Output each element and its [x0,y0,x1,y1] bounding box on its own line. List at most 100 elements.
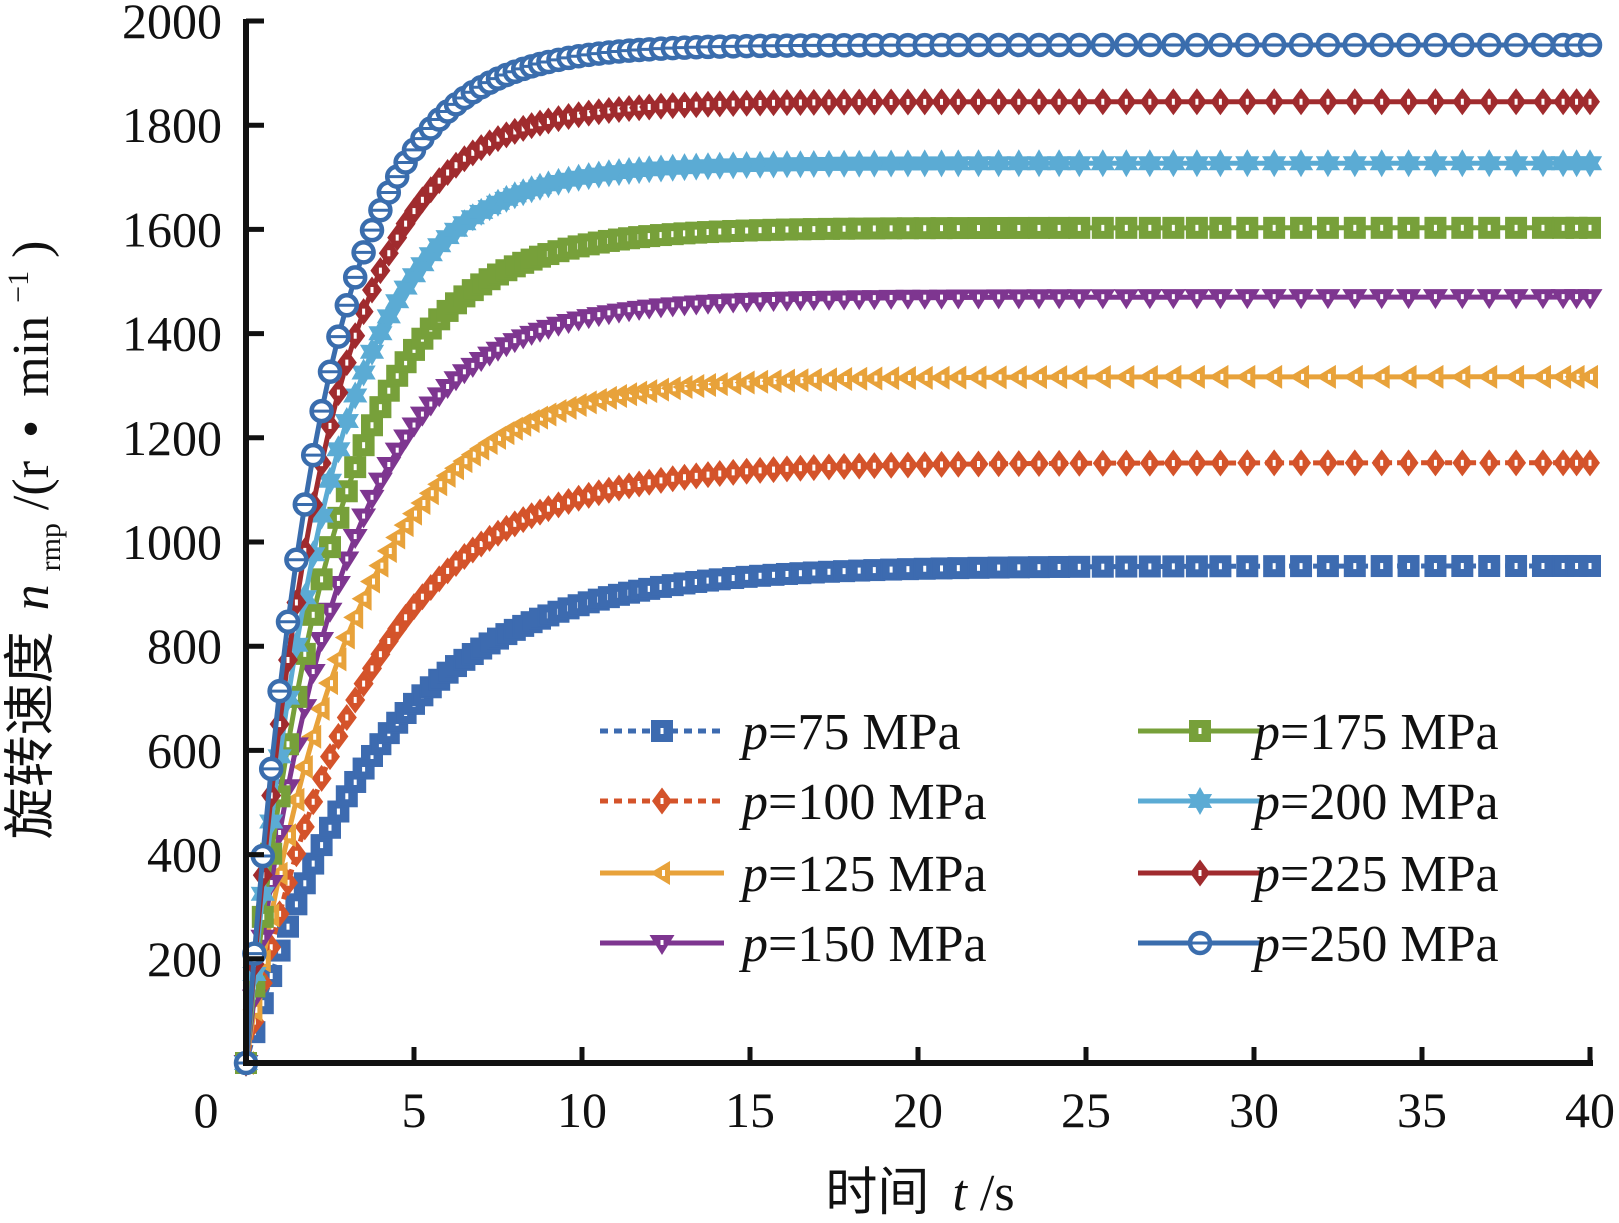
data-point-hole [627,307,631,313]
data-point [1396,364,1417,389]
data-point-hole [694,578,698,585]
data-point-hole [1017,460,1021,467]
data-point-hole [261,1000,265,1007]
data-point [1577,149,1603,178]
data-point-hole [659,103,663,110]
data-point [879,366,900,391]
x-tick-label: 15 [725,1082,775,1138]
data-point [596,159,621,188]
y-tick-label: 800 [147,618,222,674]
data-point-hole [842,463,846,470]
data-point [1114,364,1135,389]
data-point [816,367,837,392]
data-point-hole [353,696,357,703]
data-point-hole [1380,563,1384,570]
legend-marker-hole [1198,728,1202,734]
series-p200 [233,149,1603,1077]
data-point [1006,365,1027,390]
data-point [1315,149,1340,178]
data-point [1423,149,1448,178]
data-point-hole [718,100,722,107]
data-point-hole [336,808,340,815]
data-point-hole [1514,562,1518,569]
data-point-hole [429,401,433,407]
data-point-hole [471,547,475,554]
y-axis-title-var: n [3,584,60,610]
data-point-hole [346,634,350,641]
data-point-hole [446,383,450,389]
data-point-hole [422,500,426,507]
data-point-hole [577,495,581,502]
data-point-hole [462,553,466,560]
data-point [912,149,937,178]
data-point [966,365,987,390]
data-point-hole [684,384,688,391]
data-point-hole [940,294,944,300]
legend-equals: =100 MPa [768,774,987,831]
data-point-hole [1173,373,1177,380]
series-p100 [236,449,1600,1077]
legend-label: p=100 MPa [738,774,987,831]
data-point-hole [827,295,831,301]
data-point-hole [1077,224,1081,231]
legend-item-p75: p=75 MPa [600,704,961,761]
x-tick-label: 30 [1229,1082,1279,1138]
data-point-hole [1588,459,1592,466]
data-point-hole [1588,224,1592,231]
data-point-hole [587,492,591,499]
data-point [1578,364,1598,389]
data-point-hole [998,374,1002,381]
data-point-hole [1514,459,1518,466]
data-point-hole [1037,460,1041,467]
data-point [672,375,693,400]
data-point-hole [1195,563,1199,570]
data-point-hole [671,582,675,589]
x-tick-label: 35 [1397,1082,1447,1138]
y-tick-label: 1600 [122,201,222,257]
data-point-hole [617,106,621,113]
data-point [912,365,933,390]
data-point-hole [429,584,433,591]
data-point-hole [1124,224,1128,231]
data-point-hole [731,469,735,476]
y-axis-title-unit-open: /(r [3,461,60,510]
legend-item-p150: p=150 MPa [600,916,987,973]
data-point [1026,365,1047,390]
data-point-hole [1575,562,1579,569]
data-point-hole [760,378,764,385]
data-point [546,167,571,196]
data-point-hole [659,477,663,484]
data-point-hole [1148,98,1152,105]
data-point [986,365,1007,390]
data-point [1564,364,1585,389]
data-point-hole [1195,294,1199,300]
y-axis-title: 旋转速度 n rmp /(r • min −1 ) [0,241,72,840]
data-point [301,724,322,749]
data-point-hole [514,425,518,432]
x-tick-label: 40 [1565,1082,1615,1138]
data-point-hole [286,656,290,663]
y-tick-label: 600 [147,722,222,778]
data-point [1067,149,1092,178]
legend-equals: =225 MPa [1280,846,1499,903]
data-point-hole [872,567,876,574]
data-point-hole [597,108,601,115]
data-point-hole [671,302,675,308]
data-point-hole [997,460,1001,467]
legend-marker-hole [662,870,665,876]
data-point-hole [1381,373,1385,380]
data-point-hole [577,316,581,322]
data-point [761,369,782,394]
data-point-hole [328,544,332,551]
data-point-hole [647,233,651,240]
x-tick-label: 10 [557,1082,607,1138]
data-point-hole [1301,373,1305,380]
data-point-hole [1101,460,1105,467]
data-point [606,383,627,408]
data-point-hole [682,230,686,237]
data-point-hole [286,923,290,930]
data-point-hole [269,880,273,886]
data-point-hole [479,144,483,151]
data-point [617,382,638,407]
data-point-hole [1218,459,1222,466]
